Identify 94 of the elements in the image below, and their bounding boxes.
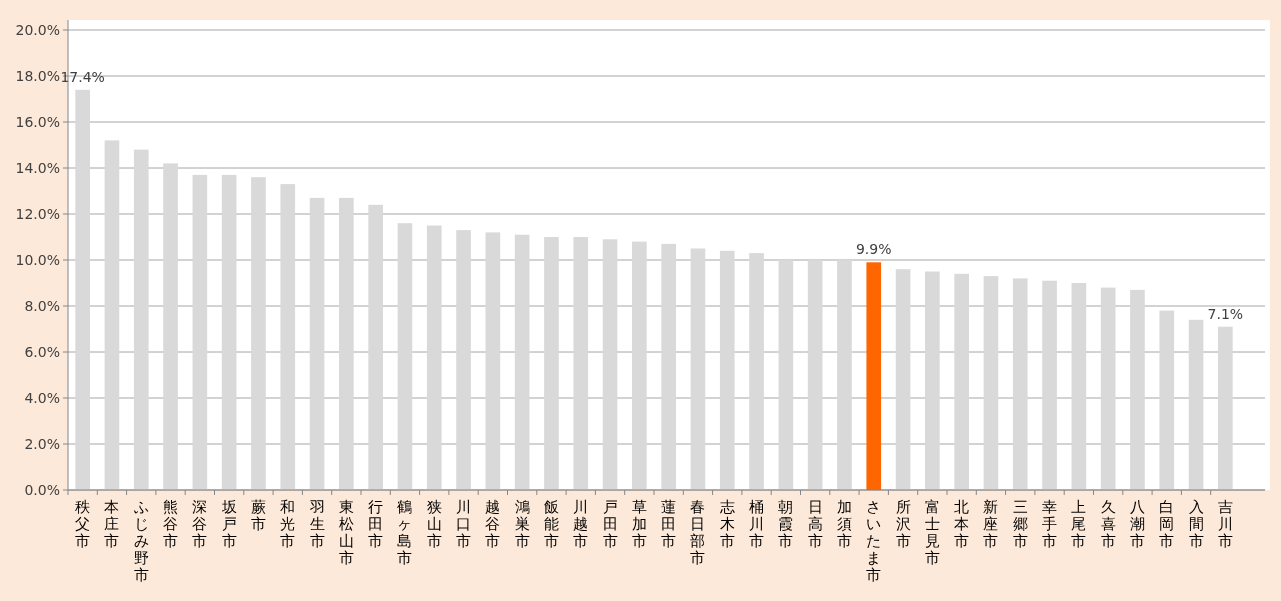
x-tick-label: 志木市: [719, 498, 735, 550]
bar: [573, 237, 589, 490]
x-tick-label: 吉川市: [1217, 498, 1233, 550]
x-tick-label: 桶川市: [749, 498, 765, 550]
bar: [397, 223, 413, 490]
x-tick-label: 入間市: [1188, 498, 1204, 550]
bar: [339, 197, 354, 490]
x-tick-label: 鴻巣市: [514, 498, 530, 550]
x-tick-label: 越谷市: [485, 498, 501, 550]
y-tick-label: 2.0%: [24, 436, 60, 452]
x-tick-label: 蕨市: [250, 498, 266, 533]
bar: [1071, 283, 1087, 490]
x-tick-label: ふじみ野市: [132, 498, 149, 584]
y-tick-label: 0.0%: [24, 482, 60, 498]
y-tick-label: 10.0%: [15, 252, 60, 268]
bar: [368, 204, 383, 490]
y-tick-label: 12.0%: [15, 206, 60, 222]
x-tick-label: 秩父市: [75, 498, 91, 550]
bar: [1130, 289, 1145, 490]
x-tick-label: 朝霞市: [778, 498, 794, 550]
y-tick-label: 20.0%: [15, 22, 60, 38]
bar: [602, 239, 618, 490]
x-tick-label: 熊谷市: [163, 498, 179, 550]
x-tick-label: 幸手市: [1042, 498, 1058, 550]
data-label: 9.9%: [855, 241, 892, 258]
bar: [661, 243, 676, 490]
bar: [837, 260, 852, 490]
bar: [1188, 319, 1204, 490]
x-tick-label: 八潮市: [1129, 498, 1145, 550]
bar: [280, 184, 296, 490]
x-tick-label: 上尾市: [1071, 498, 1087, 550]
x-tick-label: 鶴ヶ島市: [397, 498, 413, 567]
x-tick-label: 富士見市: [924, 498, 940, 567]
x-tick-label: 加須市: [836, 498, 852, 550]
x-tick-label: 日高市: [807, 498, 823, 550]
x-tick-label: 和光市: [280, 498, 296, 550]
bar: [895, 269, 911, 490]
bar: [1218, 326, 1233, 490]
bar: [485, 232, 501, 490]
x-tick-label: 北本市: [954, 498, 970, 550]
x-tick-label: 深谷市: [192, 498, 208, 550]
x-tick-label: 坂戸市: [220, 498, 237, 550]
bar: [251, 177, 266, 490]
x-tick-label: 羽生市: [308, 498, 325, 550]
x-tick-label: 飯能市: [543, 498, 559, 550]
bar: [632, 241, 647, 490]
x-tick-label: 草加市: [631, 498, 647, 550]
bar: [192, 174, 208, 490]
x-tick-label: さいたま市: [866, 498, 882, 584]
bar: [104, 140, 120, 490]
x-tick-label: 本庄市: [104, 498, 120, 550]
bar: [75, 89, 90, 490]
x-tick-label: 三郷市: [1012, 498, 1028, 550]
bar: [221, 174, 237, 490]
bar: [749, 253, 764, 490]
bar: [954, 273, 969, 490]
bar: [807, 260, 823, 490]
bar: [778, 260, 794, 490]
x-tick-label: 行田市: [368, 498, 384, 550]
y-tick-label: 18.0%: [15, 68, 60, 84]
x-tick-label: 蓮田市: [661, 498, 677, 550]
bar: [309, 197, 325, 490]
bar: [690, 248, 706, 490]
x-tick-label: 新座市: [983, 498, 999, 550]
bar: [1042, 280, 1057, 490]
data-label: 7.1%: [1207, 305, 1244, 322]
bar: [983, 276, 999, 490]
y-tick-label: 6.0%: [24, 344, 60, 360]
x-tick-label: 白岡市: [1159, 498, 1175, 550]
x-tick-label: 東松山市: [338, 498, 354, 567]
bar: [456, 230, 471, 490]
y-tick-label: 4.0%: [24, 390, 60, 406]
y-tick-label: 8.0%: [24, 298, 60, 314]
bar: [426, 225, 442, 490]
bar: [1100, 287, 1116, 490]
x-tick-label: 川越市: [573, 498, 589, 550]
bar: [925, 271, 940, 490]
y-tick-label: 16.0%: [15, 114, 60, 130]
bar: [1159, 310, 1175, 490]
y-tick-label: 14.0%: [15, 160, 60, 176]
x-tick-label: 所沢市: [895, 498, 911, 550]
bar: [866, 262, 882, 490]
bar: [1012, 278, 1028, 490]
x-tick-label: 久喜市: [1100, 498, 1116, 550]
bar: [163, 163, 178, 490]
bar: [544, 237, 559, 490]
data-label: 17.4%: [60, 68, 105, 85]
bar: [133, 149, 149, 490]
x-tick-label: 川口市: [456, 498, 472, 550]
x-tick-label: 狭山市: [426, 498, 442, 550]
bar: [719, 250, 735, 490]
bar: [514, 234, 530, 490]
x-tick-label: 戸田市: [602, 498, 618, 550]
x-tick-label: 春日部市: [690, 498, 706, 567]
